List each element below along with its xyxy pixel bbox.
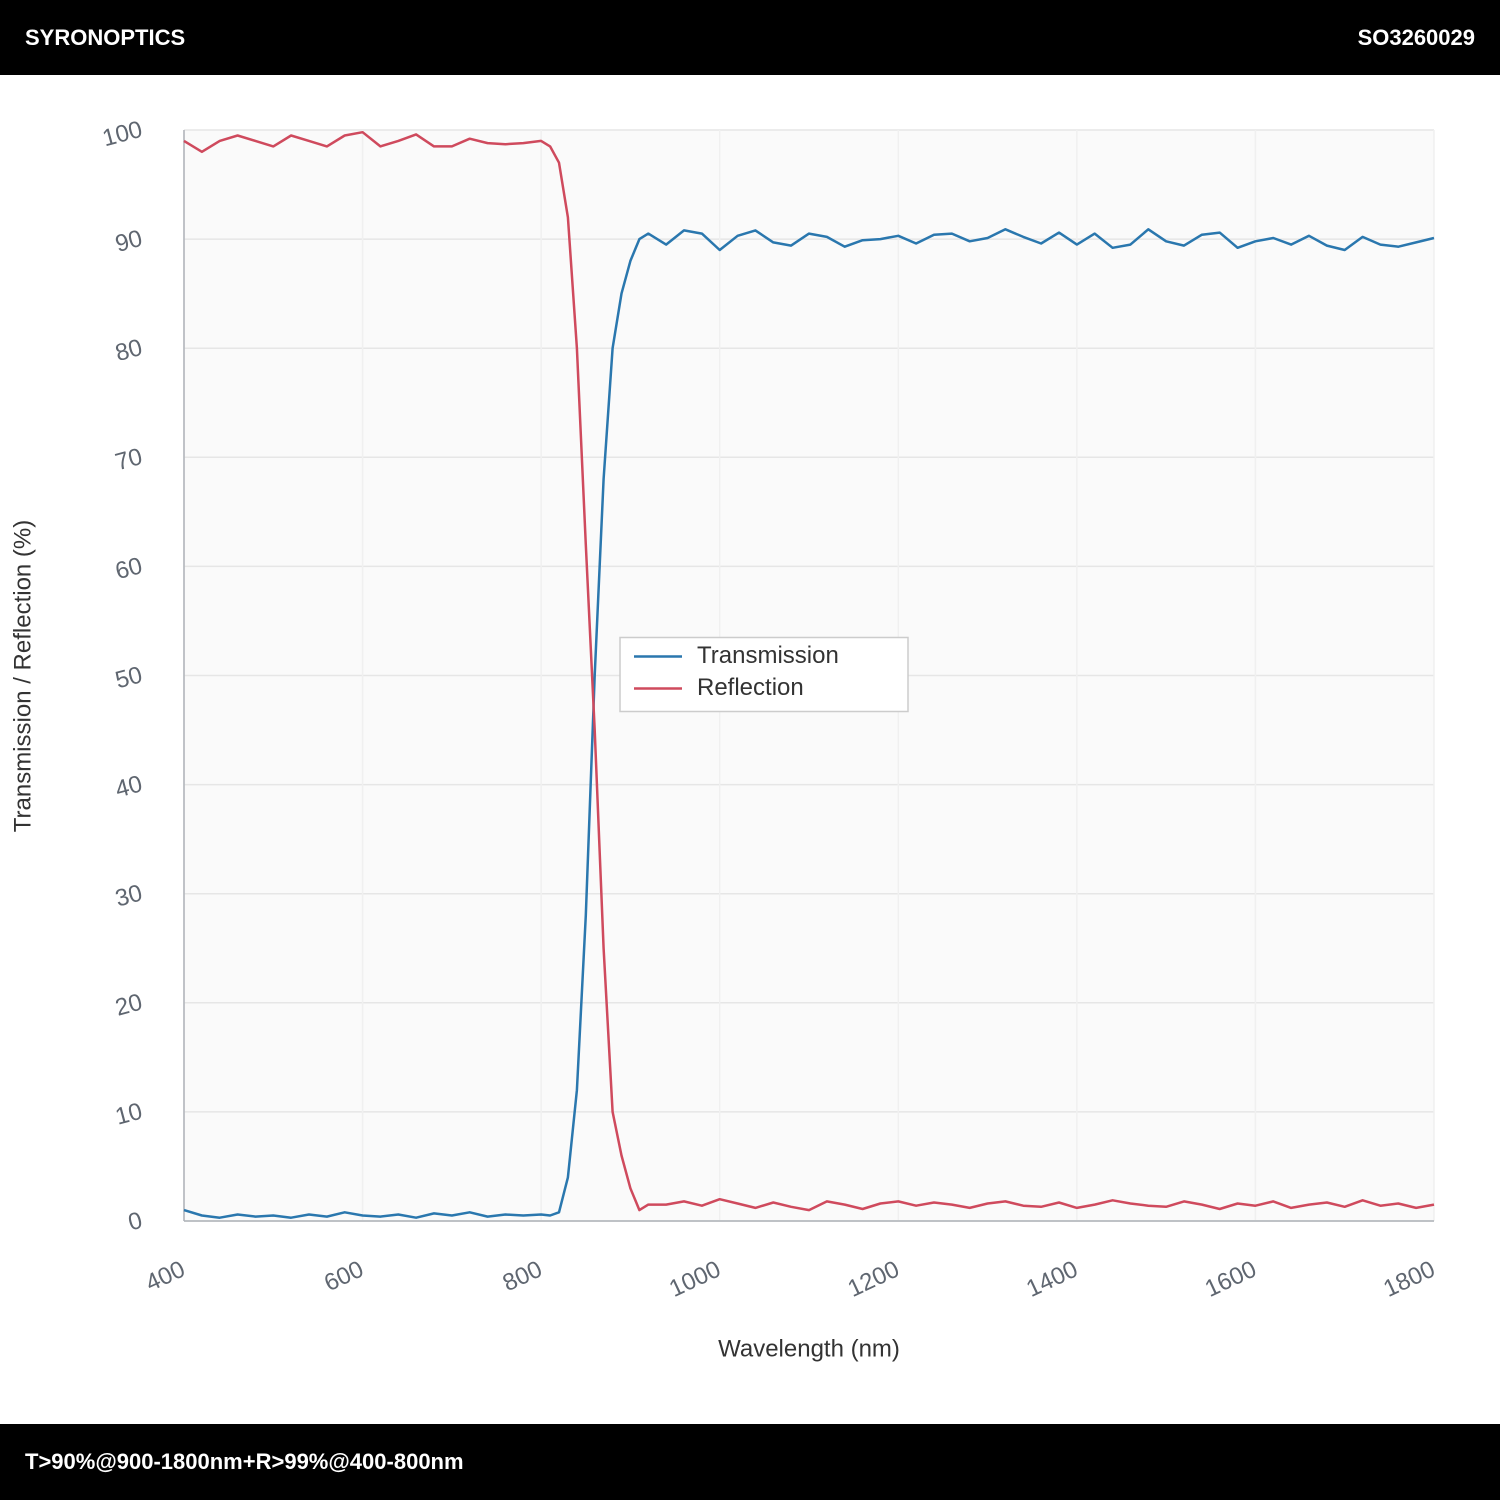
- chart: 0 10 20 30 40 50 60 70 80 90 100 400 600 800 1000 1200 1…: [9, 116, 1439, 1363]
- y-tick-label: 80: [112, 334, 145, 367]
- y-tick-label: 100: [100, 116, 146, 152]
- x-axis-label: Wavelength (nm): [718, 1335, 900, 1362]
- y-axis-label: Transmission / Reflection (%): [9, 520, 36, 833]
- x-tick-label: 400: [142, 1256, 190, 1297]
- y-tick-label: 70: [112, 443, 145, 476]
- code: SO3260029: [1357, 24, 1475, 50]
- legend-label: Transmission: [697, 642, 839, 669]
- legend: Transmission Reflection: [619, 636, 909, 713]
- data-line: [183, 228, 1435, 1219]
- brand: SYRONOPTICS: [25, 24, 186, 50]
- y-tick-label: 90: [112, 225, 145, 258]
- y-tick-label: 20: [112, 989, 145, 1022]
- x-tick-label: 800: [499, 1256, 547, 1297]
- y-tick-label: 50: [112, 661, 145, 694]
- x-tick-label: 1200: [844, 1256, 904, 1303]
- y-tick-label: 60: [112, 552, 145, 585]
- x-tick-label: 1400: [1022, 1256, 1082, 1303]
- footer-text: T>90%@900-1800nm+R>99%@400-800nm: [25, 1449, 464, 1474]
- y-tick-label: 40: [112, 770, 145, 803]
- x-tick-label: 1600: [1201, 1256, 1261, 1303]
- legend-label: Reflection: [697, 674, 804, 701]
- legend-box: [619, 636, 909, 713]
- x-tick-label: 1800: [1379, 1256, 1439, 1303]
- header: SYRONOPTICS SO3260029: [0, 0, 1500, 75]
- y-tick-label: 30: [112, 880, 145, 913]
- footer: T>90%@900-1800nm+R>99%@400-800nm: [0, 1424, 1500, 1500]
- x-tick-label: 600: [320, 1256, 368, 1297]
- y-tick-label: 10: [112, 1098, 145, 1131]
- data-line: [183, 130, 1435, 1212]
- x-tick-label: 1000: [665, 1256, 725, 1303]
- y-tick-label: 0: [125, 1207, 145, 1237]
